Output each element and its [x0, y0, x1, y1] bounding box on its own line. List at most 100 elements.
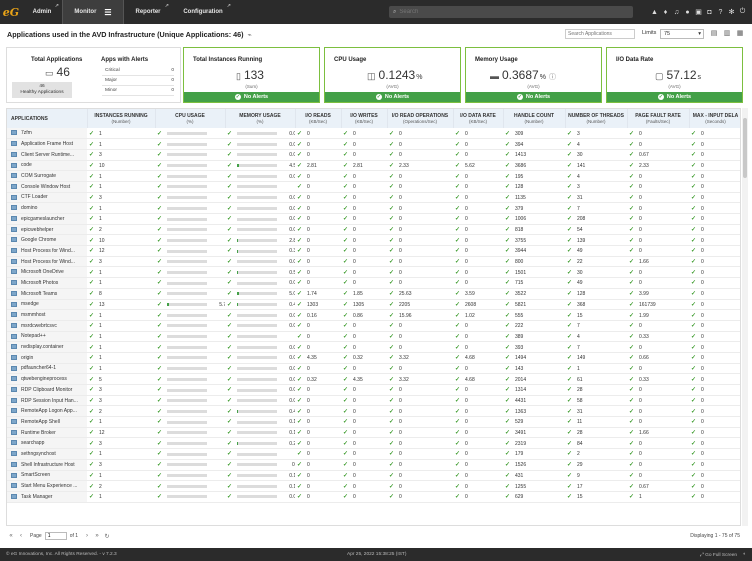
table-row[interactable]: msrdcwebrtcsvc✓1✓0✓0.07✓0✓0✓0✓0✓222✓7✓0✓… [7, 320, 740, 332]
user-icon[interactable]: ● [685, 8, 690, 16]
link-icon[interactable]: ⌁ [247, 30, 252, 39]
table-row[interactable]: Host Process for Wind...✓12✓0✓0.32✓0✓0✓0… [7, 245, 740, 257]
column-header[interactable]: NUMBER OF THREADS (Number) [565, 109, 628, 128]
alerts-row-critical[interactable]: Critical 0 [102, 66, 174, 76]
table-row[interactable]: COM Surrogate✓1✓0✓0.01✓0✓0✓0✓0✓195✓4✓0✓0 [7, 170, 740, 182]
summary-card-memory[interactable]: Memory Usage ▬ 0.3687% ⓘ (AVG) ✓ No Alerts [465, 47, 602, 103]
scrollbar-thumb[interactable] [743, 118, 747, 178]
layout-icon[interactable]: ▦ [736, 30, 744, 37]
table-row[interactable]: domino✓1✓0✓0.01✓0✓0✓0✓0✓379✓7✓0✓0 [7, 202, 740, 214]
global-search-input[interactable] [399, 9, 620, 15]
application-name-cell[interactable]: epicgameslauncher [7, 213, 87, 225]
table-row[interactable]: Microsoft Photos✓1✓0✓0.01✓0✓0✓0✓0✓715✓49… [7, 277, 740, 289]
table-row[interactable]: sethngsynchost✓1✓0✓0✓0✓0✓0✓0✓179✓2✓0✓0 [7, 448, 740, 460]
application-name-cell[interactable]: RemoteApp Logon App... [7, 405, 87, 418]
warning-icon[interactable]: ▲ [651, 8, 658, 16]
table-row[interactable]: SmartScreen✓1✓0✓0.14✓0✓0✓0✓0✓431✓9✓0✓0 [7, 470, 740, 482]
eg-logo[interactable]: eG [2, 5, 20, 19]
application-name-cell[interactable]: qtwebengineprocess [7, 373, 87, 385]
first-page-icon[interactable]: « [9, 533, 13, 539]
table-row[interactable]: Host Process for Wind...✓3✓0✓0.06✓0✓0✓0✓… [7, 256, 740, 268]
settings-icon[interactable]: ✻ [728, 9, 735, 16]
application-name-cell[interactable]: Host Process for Wind... [7, 245, 87, 257]
table-row[interactable]: searchapp✓3✓0✓0.23✓0✓0✓0✓0✓2319✓84✓0✓0 [7, 437, 740, 450]
table-row[interactable]: qtwebengineprocess✓5✓0✓0.03✓0.32✓4.35✓3.… [7, 373, 740, 385]
application-name-cell[interactable]: COM Surrogate [7, 170, 87, 182]
column-header[interactable]: PAGE FAULT RATE (Faults/Sec) [627, 109, 690, 128]
table-row[interactable]: Notepad++✓1✓0✓0✓0✓0✓0✓0✓389✓4✓0.33✓0 [7, 331, 740, 343]
lock-icon[interactable]: ▣ [695, 9, 702, 16]
table-row[interactable]: Shell Infrastructure Host✓3✓0✓0.1✓0✓0✓0✓… [7, 459, 740, 471]
application-name-cell[interactable]: code [7, 160, 87, 172]
application-name-cell[interactable]: epicwebhelper [7, 224, 87, 236]
tab-reporter[interactable]: Reporter ↗ [135, 3, 169, 15]
table-row[interactable]: msmmhost✓1✓0✓0.02✓0.16✓0.86✓15.96✓1.02✓5… [7, 309, 740, 321]
info-icon[interactable]: ⓘ [548, 74, 556, 81]
table-row[interactable]: Task Manager✓1✓0✓0.04✓0✓0✓0✓0✓629✓15✓1✓0 [7, 491, 740, 503]
application-name-cell[interactable]: nvdisplay.container [7, 341, 87, 353]
alerts-row-major[interactable]: Major 0 [102, 76, 174, 86]
alerts-row-minor[interactable]: Minor 0 [102, 86, 174, 96]
application-name-cell[interactable]: Runtime Broker [7, 427, 87, 439]
search-applications-input[interactable] [566, 30, 634, 38]
application-name-cell[interactable]: Notepad++ [7, 331, 87, 343]
column-header[interactable]: MEMORY USAGE (%) [225, 109, 296, 128]
last-page-icon[interactable]: » [95, 533, 99, 539]
table-row[interactable]: Google Chrome✓10✓0✓2.82✓0✓0✓0✓0✓3755✓139… [7, 234, 740, 247]
column-header[interactable]: HANDLE COUNT (Number) [503, 109, 566, 128]
application-name-cell[interactable]: Client Server Runtime... [7, 149, 87, 161]
table-row[interactable]: pdfauncher64-1✓1✓0✓0.05✓0✓0✓0✓0✓143✓1✓0✓… [7, 363, 740, 375]
application-name-cell[interactable]: 7zfm [7, 128, 87, 140]
table-row[interactable]: epicgameslauncher✓1✓0✓0.02✓0✓0✓0✓0✓1006✓… [7, 213, 740, 225]
refresh-icon[interactable]: ↻ [104, 533, 110, 540]
power-icon[interactable]: ⏻ [739, 8, 746, 15]
table-row[interactable]: RDP Clipboard Monitor✓3✓0✓0.07✓0✓0✓0✓0✓1… [7, 384, 740, 396]
prev-page-icon[interactable]: ‹ [20, 533, 22, 539]
application-name-cell[interactable]: Google Chrome [7, 234, 87, 247]
table-row[interactable]: code✓10✓0✓4.55✓2.81✓2.81✓2.33✓5.62✓3686✓… [7, 160, 740, 172]
tab-monitor[interactable]: Monitor ☰ [62, 0, 124, 24]
column-header[interactable]: I/O READ OPERATIONS (Operations/Sec) [387, 109, 454, 128]
application-name-cell[interactable]: Microsoft OneDrive [7, 266, 87, 279]
application-name-cell[interactable]: RDP Clipboard Monitor [7, 384, 87, 396]
export-csv-icon[interactable]: ▥ [723, 30, 731, 37]
application-name-cell[interactable]: domino [7, 202, 87, 214]
application-name-cell[interactable]: pdfauncher64-1 [7, 363, 87, 375]
table-row[interactable]: Application Frame Host✓1✓0✓0.02✓0✓0✓0✓0✓… [7, 138, 740, 150]
next-page-icon[interactable]: › [86, 533, 89, 539]
application-name-cell[interactable]: Console Window Host [7, 181, 87, 193]
table-row[interactable]: Microsoft OneDrive✓1✓0✓0.51✓0✓0✓0✓0✓1501… [7, 266, 740, 279]
application-name-cell[interactable]: RDP Session Input Han... [7, 395, 87, 407]
page-number-input[interactable] [44, 532, 67, 540]
table-row[interactable]: Start Menu Experience ...✓2✓0✓0.18✓0✓0✓0… [7, 480, 740, 492]
table-vertical-scrollbar[interactable] [742, 108, 748, 526]
tab-configuration[interactable]: Configuration ↗ [183, 3, 231, 15]
application-name-cell[interactable]: CTF Loader [7, 192, 87, 204]
application-name-cell[interactable]: Microsoft Photos [7, 277, 87, 289]
table-row[interactable]: Runtime Broker✓12✓0✓0.19✓0✓0✓0✓0✓3491✓28… [7, 427, 740, 439]
application-name-cell[interactable]: Start Menu Experience ... [7, 480, 87, 492]
fullscreen-button[interactable]: ⤢ Go Full Screen [699, 552, 738, 558]
limits-select[interactable]: 75 ▾ [660, 29, 704, 39]
table-row[interactable]: RemoteApp Logon App...✓2✓0✓0.47✓0✓0✓0✓0✓… [7, 405, 740, 418]
application-name-cell[interactable]: sethngsynchost [7, 448, 87, 460]
column-header[interactable]: I/O WRITES (KB/Sec) [341, 109, 388, 128]
table-row[interactable]: origin✓1✓0✓0.02✓4.35✓0.32✓3.32✓4.68✓1494… [7, 352, 740, 364]
table-row[interactable]: RemoteApp Shell✓1✓0✓0.13✓0✓0✓0✓0✓529✓11✓… [7, 416, 740, 428]
application-name-cell[interactable]: RemoteApp Shell [7, 416, 87, 428]
global-search[interactable]: ⌕ [389, 6, 633, 18]
alarm-icon[interactable]: ♦ [663, 8, 668, 16]
summary-card-io[interactable]: I/O Data Rate ▢ 57.12 s (AVG) ✓ No Alerts [606, 47, 743, 103]
export-pdf-icon[interactable]: ▤ [710, 30, 718, 37]
search-applications[interactable] [565, 29, 635, 39]
application-name-cell[interactable]: searchapp [7, 437, 87, 450]
application-name-cell[interactable]: Task Manager [7, 491, 87, 503]
table-row[interactable]: msedge✓13✓5.72✓0.42✓1303✓1305✓2205✓2608✓… [7, 299, 740, 311]
column-header[interactable]: I/O DATA RATE (KB/Sec) [453, 109, 504, 128]
column-header[interactable]: MAX - INPUT DELA (Seconds) [689, 109, 740, 128]
cart-icon[interactable]: ◘ [707, 8, 712, 16]
help-icon[interactable]: ? [718, 8, 723, 16]
table-row[interactable]: Client Server Runtime...✓3✓0✓0.06✓0✓0✓0✓… [7, 149, 740, 161]
column-header[interactable]: INSTANCES RUNNING (Number) [87, 109, 156, 128]
application-name-cell[interactable]: msedge [7, 299, 87, 311]
